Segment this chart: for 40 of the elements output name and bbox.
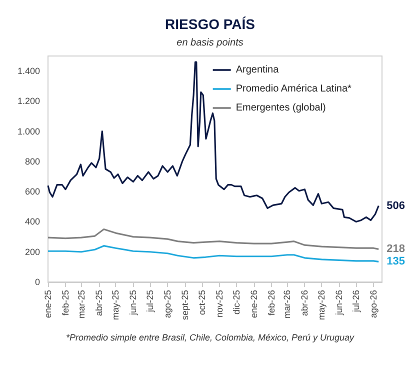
x-tick-label: nov-25 (214, 290, 225, 318)
y-tick-label: 1.000 (17, 126, 40, 136)
x-tick-label: feb-25 (60, 290, 70, 316)
x-tick-label: ago-25 (162, 290, 173, 318)
y-tick-label: 400 (24, 216, 40, 227)
legend-label: Argentina (236, 64, 280, 76)
line-series (47, 245, 380, 262)
data-label: 218 (386, 243, 405, 256)
legend-label: Emergentes (global) (236, 102, 326, 114)
x-tick-label: may-25 (110, 290, 121, 320)
x-tick-label: jun-25 (128, 290, 138, 316)
x-tick-label: dic-25 (231, 290, 242, 315)
x-tick-label: mar-26 (282, 290, 292, 319)
y-tick-label: 1.200 (17, 96, 40, 106)
x-tick-label: mar-25 (76, 290, 86, 319)
x-tick-label: abr-25 (94, 290, 104, 316)
data-label: 506 (386, 200, 405, 212)
x-tick-label: jul-25 (145, 290, 156, 314)
y-tick-label: 800 (24, 156, 40, 166)
text: *Promedio simple entre Brasil, Chile, Colombia, México, Perú y Uruguay (66, 332, 355, 342)
x-tick-label: feb-26 (266, 290, 276, 316)
line-series (47, 228, 380, 250)
x-tick-label: jul-26 (351, 290, 362, 314)
y-tick-label: 600 (24, 186, 40, 197)
y-tick-label: 1.400 (17, 66, 40, 76)
line-series (47, 61, 380, 223)
x-tick-label: ene-25 (43, 290, 53, 318)
data-label: 135 (386, 256, 405, 268)
x-tick-label: ago-26 (368, 290, 379, 318)
legend-label: Promedio América Latina* (236, 84, 352, 94)
x-tick-label: ene-26 (248, 290, 259, 318)
y-tick-label: 0 (34, 277, 40, 287)
chart-subtitle: en basis points (176, 38, 244, 48)
x-tick-label: jun-26 (334, 290, 344, 316)
y-tick-label: 200 (24, 246, 40, 257)
x-tick-label: may-26 (316, 290, 327, 320)
x-tick-label: abr-26 (300, 290, 310, 316)
x-tick-label: oct-25 (197, 290, 208, 316)
chart-title: RIESGO PAÍS (165, 16, 255, 32)
x-tick-label: sept-25 (180, 290, 190, 320)
